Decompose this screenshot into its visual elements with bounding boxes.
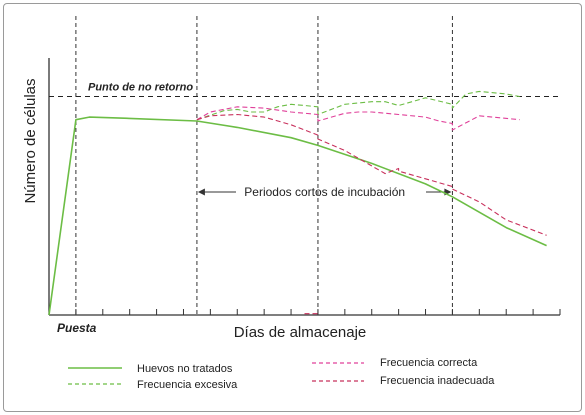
arrowhead-left-icon <box>197 188 205 196</box>
series-line-correct-3 <box>196 106 520 131</box>
y-axis-label: Número de células <box>22 78 39 203</box>
series-line-inadequate-4 <box>196 113 547 236</box>
legend-label-correct: Frecuencia correcta <box>380 357 478 369</box>
incubation-divider-lines <box>75 16 453 315</box>
legend-label-untreated: Huevos no tratados <box>137 363 233 375</box>
legend-label-excessive: Frecuencia excesiva <box>137 379 238 391</box>
threshold-label: Punto de no retorno <box>88 82 193 94</box>
incubation-label: Periodos cortos de incubación <box>244 185 405 199</box>
legend-label-inadequate: Frecuencia inadecuada <box>380 375 495 387</box>
x-origin-label: Puesta <box>57 321 97 335</box>
series-line-untreated-1 <box>48 116 547 316</box>
x-tick-marks <box>75 309 561 315</box>
x-axis-label: Días de almacenaje <box>234 324 367 341</box>
series-layer <box>48 90 547 316</box>
chart-frame <box>3 3 582 412</box>
series-line-excessive-2 <box>196 90 520 121</box>
legend: Huevos no tratados Frecuencia excesiva F… <box>68 357 495 391</box>
